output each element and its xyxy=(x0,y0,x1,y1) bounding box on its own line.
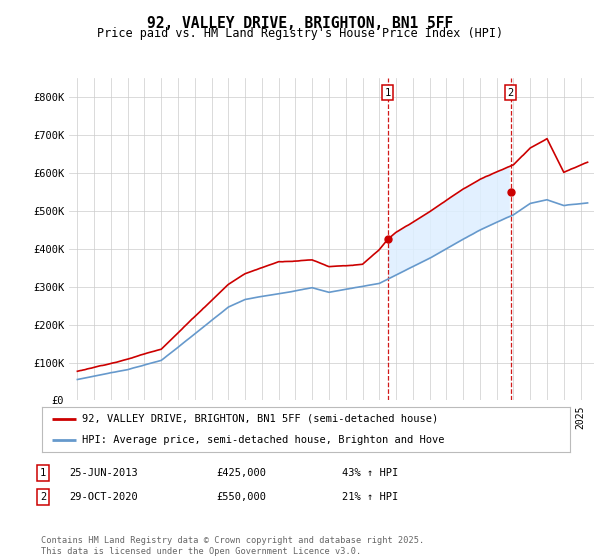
Text: HPI: Average price, semi-detached house, Brighton and Hove: HPI: Average price, semi-detached house,… xyxy=(82,435,444,445)
Text: 1: 1 xyxy=(385,88,391,98)
Text: 21% ↑ HPI: 21% ↑ HPI xyxy=(342,492,398,502)
Text: Contains HM Land Registry data © Crown copyright and database right 2025.
This d: Contains HM Land Registry data © Crown c… xyxy=(41,536,424,556)
Text: 1: 1 xyxy=(40,468,46,478)
Text: £550,000: £550,000 xyxy=(216,492,266,502)
Text: 2: 2 xyxy=(40,492,46,502)
Text: 2: 2 xyxy=(508,88,514,98)
Text: 25-JUN-2013: 25-JUN-2013 xyxy=(69,468,138,478)
Text: Price paid vs. HM Land Registry's House Price Index (HPI): Price paid vs. HM Land Registry's House … xyxy=(97,27,503,40)
Text: 29-OCT-2020: 29-OCT-2020 xyxy=(69,492,138,502)
Text: 92, VALLEY DRIVE, BRIGHTON, BN1 5FF (semi-detached house): 92, VALLEY DRIVE, BRIGHTON, BN1 5FF (sem… xyxy=(82,414,438,424)
Text: £425,000: £425,000 xyxy=(216,468,266,478)
Text: 92, VALLEY DRIVE, BRIGHTON, BN1 5FF: 92, VALLEY DRIVE, BRIGHTON, BN1 5FF xyxy=(147,16,453,31)
Text: 43% ↑ HPI: 43% ↑ HPI xyxy=(342,468,398,478)
